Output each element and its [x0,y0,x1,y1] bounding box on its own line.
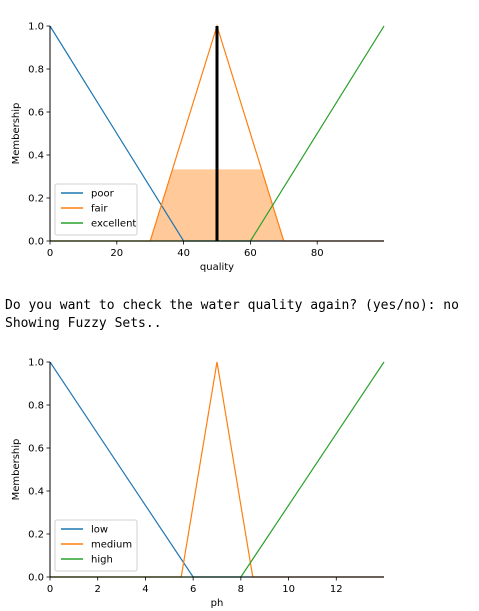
y-tick-label: 0.8 [28,65,44,76]
y-tick-label: 0.6 [28,108,44,119]
legend: poor fair excellent [54,183,138,236]
legend-label-excellent: excellent [91,219,136,230]
ph-membership-chart: 0 2 4 6 8 10 12 0.0 0.2 0.4 0.6 0.8 1.0 ph Membership l… [11,358,385,609]
legend-box [54,183,138,236]
x-axis-label: quality [200,262,234,273]
y-tick-label: 1.0 [28,358,44,369]
console-status-line: Showing Fuzzy Sets.. [5,316,162,331]
y-axis-label: Membership [11,439,22,501]
y-axis-label: Membership [11,103,22,165]
x-tick-label: 60 [244,248,257,259]
y-tick-label: 0.2 [28,194,44,205]
x-tick-label: 12 [330,584,343,595]
x-tick-label: 0 [47,584,53,595]
x-tick-label: 2 [95,584,101,595]
legend: low medium high [54,519,138,572]
quality-membership-chart: 0 20 40 60 80 0.0 0.2 0.4 0.6 0.8 1.0 quality Member… [11,22,385,273]
legend-label-medium: medium [91,540,132,551]
y-tick-label: 0.0 [28,573,44,584]
console-prompt-line: Do you want to check the water quality a… [5,298,459,313]
y-tick-label: 0.0 [28,237,44,248]
x-tick-label: 10 [282,584,295,595]
y-tick-label: 0.6 [28,444,44,455]
x-axis-label: ph [211,598,224,609]
y-tick-label: 0.4 [28,151,44,162]
legend-box [54,519,138,572]
x-tick-label: 20 [110,248,123,259]
legend-label-fair: fair [91,204,108,215]
x-tick-label: 8 [238,584,244,595]
x-tick-label: 40 [177,248,190,259]
y-tick-label: 0.2 [28,530,44,541]
legend-label-low: low [91,525,108,536]
x-tick-label: 6 [190,584,196,595]
x-tick-label: 0 [47,248,53,259]
x-tick-label: 80 [311,248,324,259]
y-tick-label: 0.4 [28,487,44,498]
x-tick-label: 4 [142,584,148,595]
y-tick-label: 1.0 [28,22,44,33]
y-tick-label: 0.8 [28,401,44,412]
legend-label-high: high [91,555,113,566]
legend-label-poor: poor [91,189,115,200]
